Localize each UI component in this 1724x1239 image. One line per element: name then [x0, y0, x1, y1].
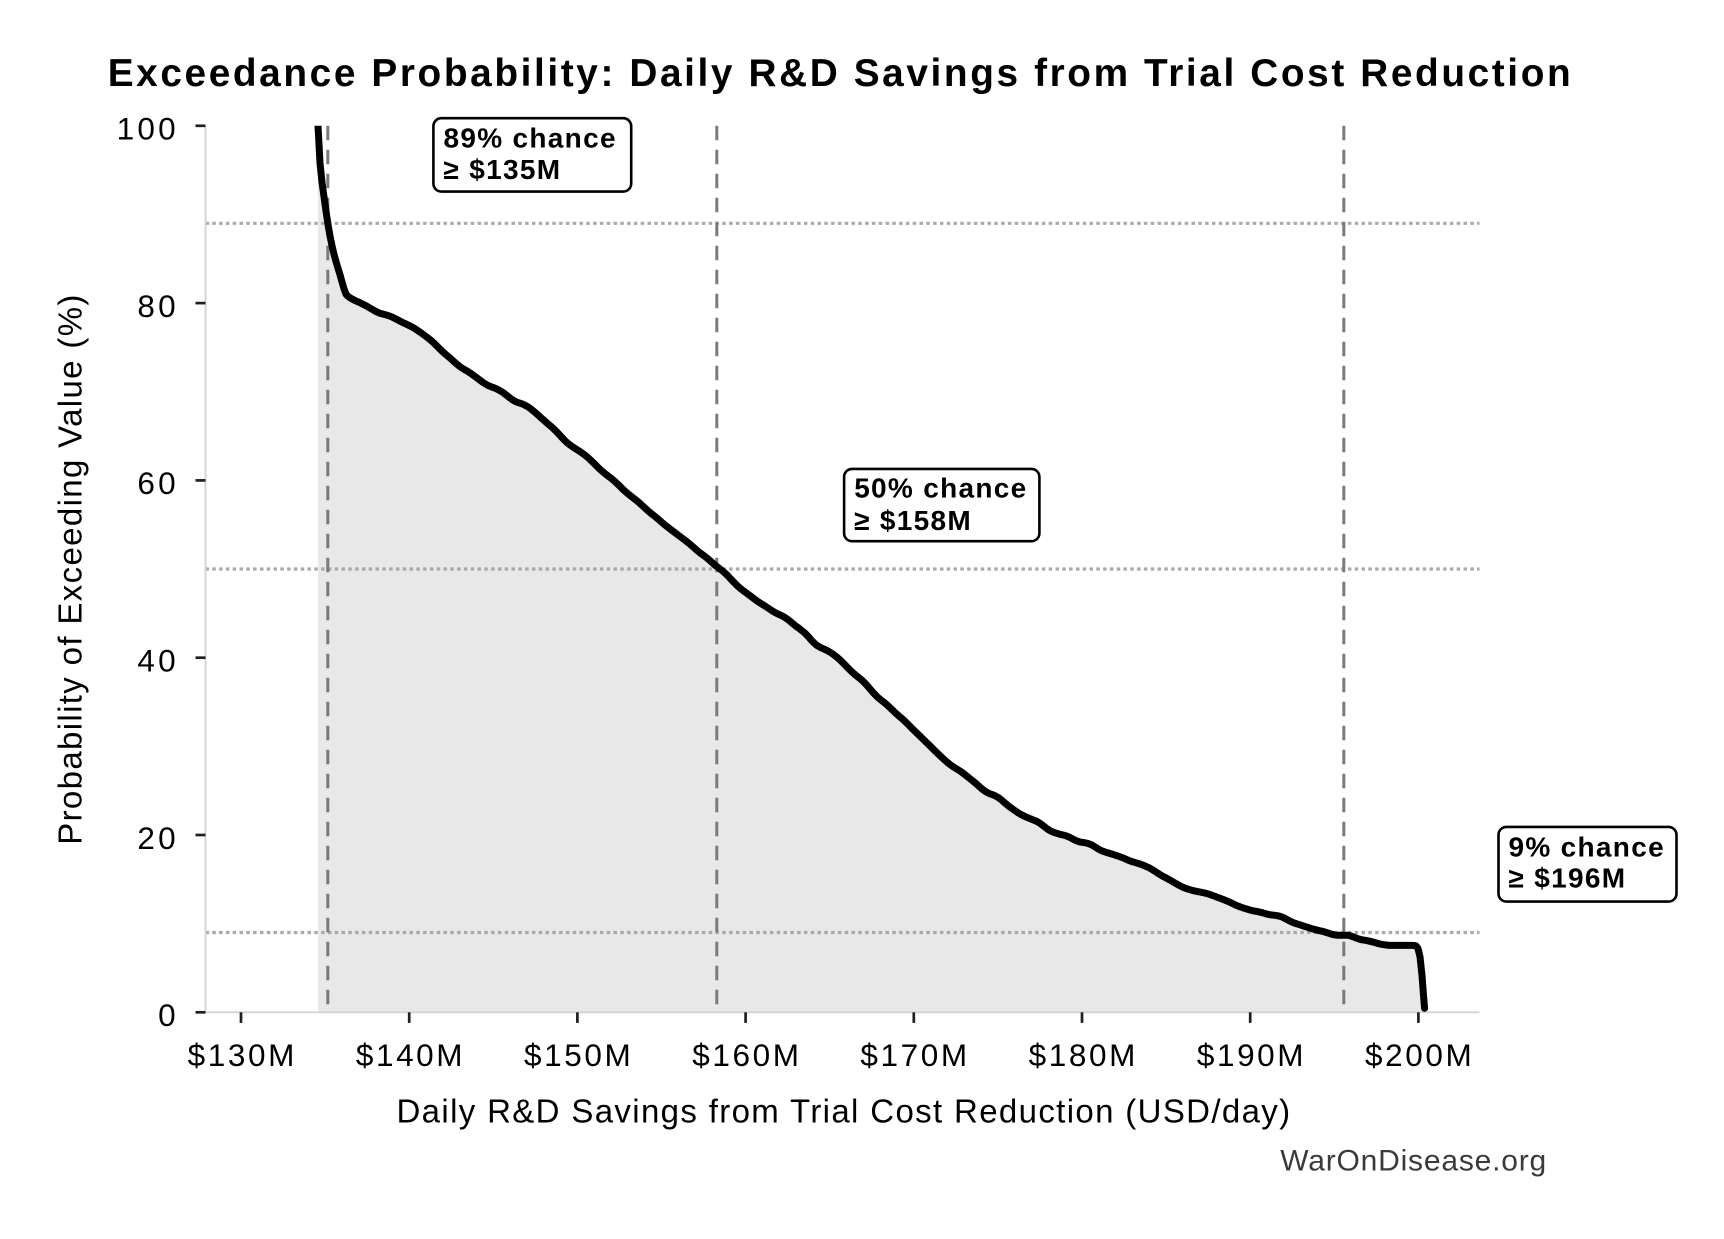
svg-text:Exceedance Probability: Daily: Exceedance Probability: Daily R&D Saving… — [108, 52, 1574, 95]
svg-text:$200M: $200M — [1365, 1037, 1474, 1073]
svg-text:$130M: $130M — [188, 1037, 297, 1073]
svg-text:$170M: $170M — [860, 1037, 969, 1073]
svg-text:≥ $158M: ≥ $158M — [854, 505, 972, 536]
svg-text:≥ $135M: ≥ $135M — [444, 154, 562, 185]
svg-text:9% chance: 9% chance — [1509, 831, 1665, 862]
svg-text:$140M: $140M — [356, 1037, 465, 1073]
svg-text:80: 80 — [137, 288, 178, 324]
svg-text:20: 20 — [137, 820, 178, 856]
svg-text:100: 100 — [117, 111, 179, 147]
svg-text:40: 40 — [137, 643, 178, 679]
svg-text:50% chance: 50% chance — [854, 473, 1027, 504]
svg-text:60: 60 — [137, 465, 178, 501]
svg-text:WarOnDisease.org: WarOnDisease.org — [1280, 1145, 1547, 1178]
svg-text:Probability of Exceeding Value: Probability of Exceeding Value (%) — [52, 293, 89, 845]
svg-text:$180M: $180M — [1029, 1037, 1138, 1073]
svg-text:$160M: $160M — [692, 1037, 801, 1073]
svg-text:0: 0 — [158, 997, 179, 1033]
svg-text:89% chance: 89% chance — [444, 123, 617, 154]
svg-text:$190M: $190M — [1197, 1037, 1306, 1073]
svg-text:Daily R&D Savings from Trial C: Daily R&D Savings from Trial Cost Reduct… — [397, 1093, 1292, 1130]
svg-text:≥ $196M: ≥ $196M — [1509, 862, 1627, 893]
svg-text:$150M: $150M — [524, 1037, 633, 1073]
